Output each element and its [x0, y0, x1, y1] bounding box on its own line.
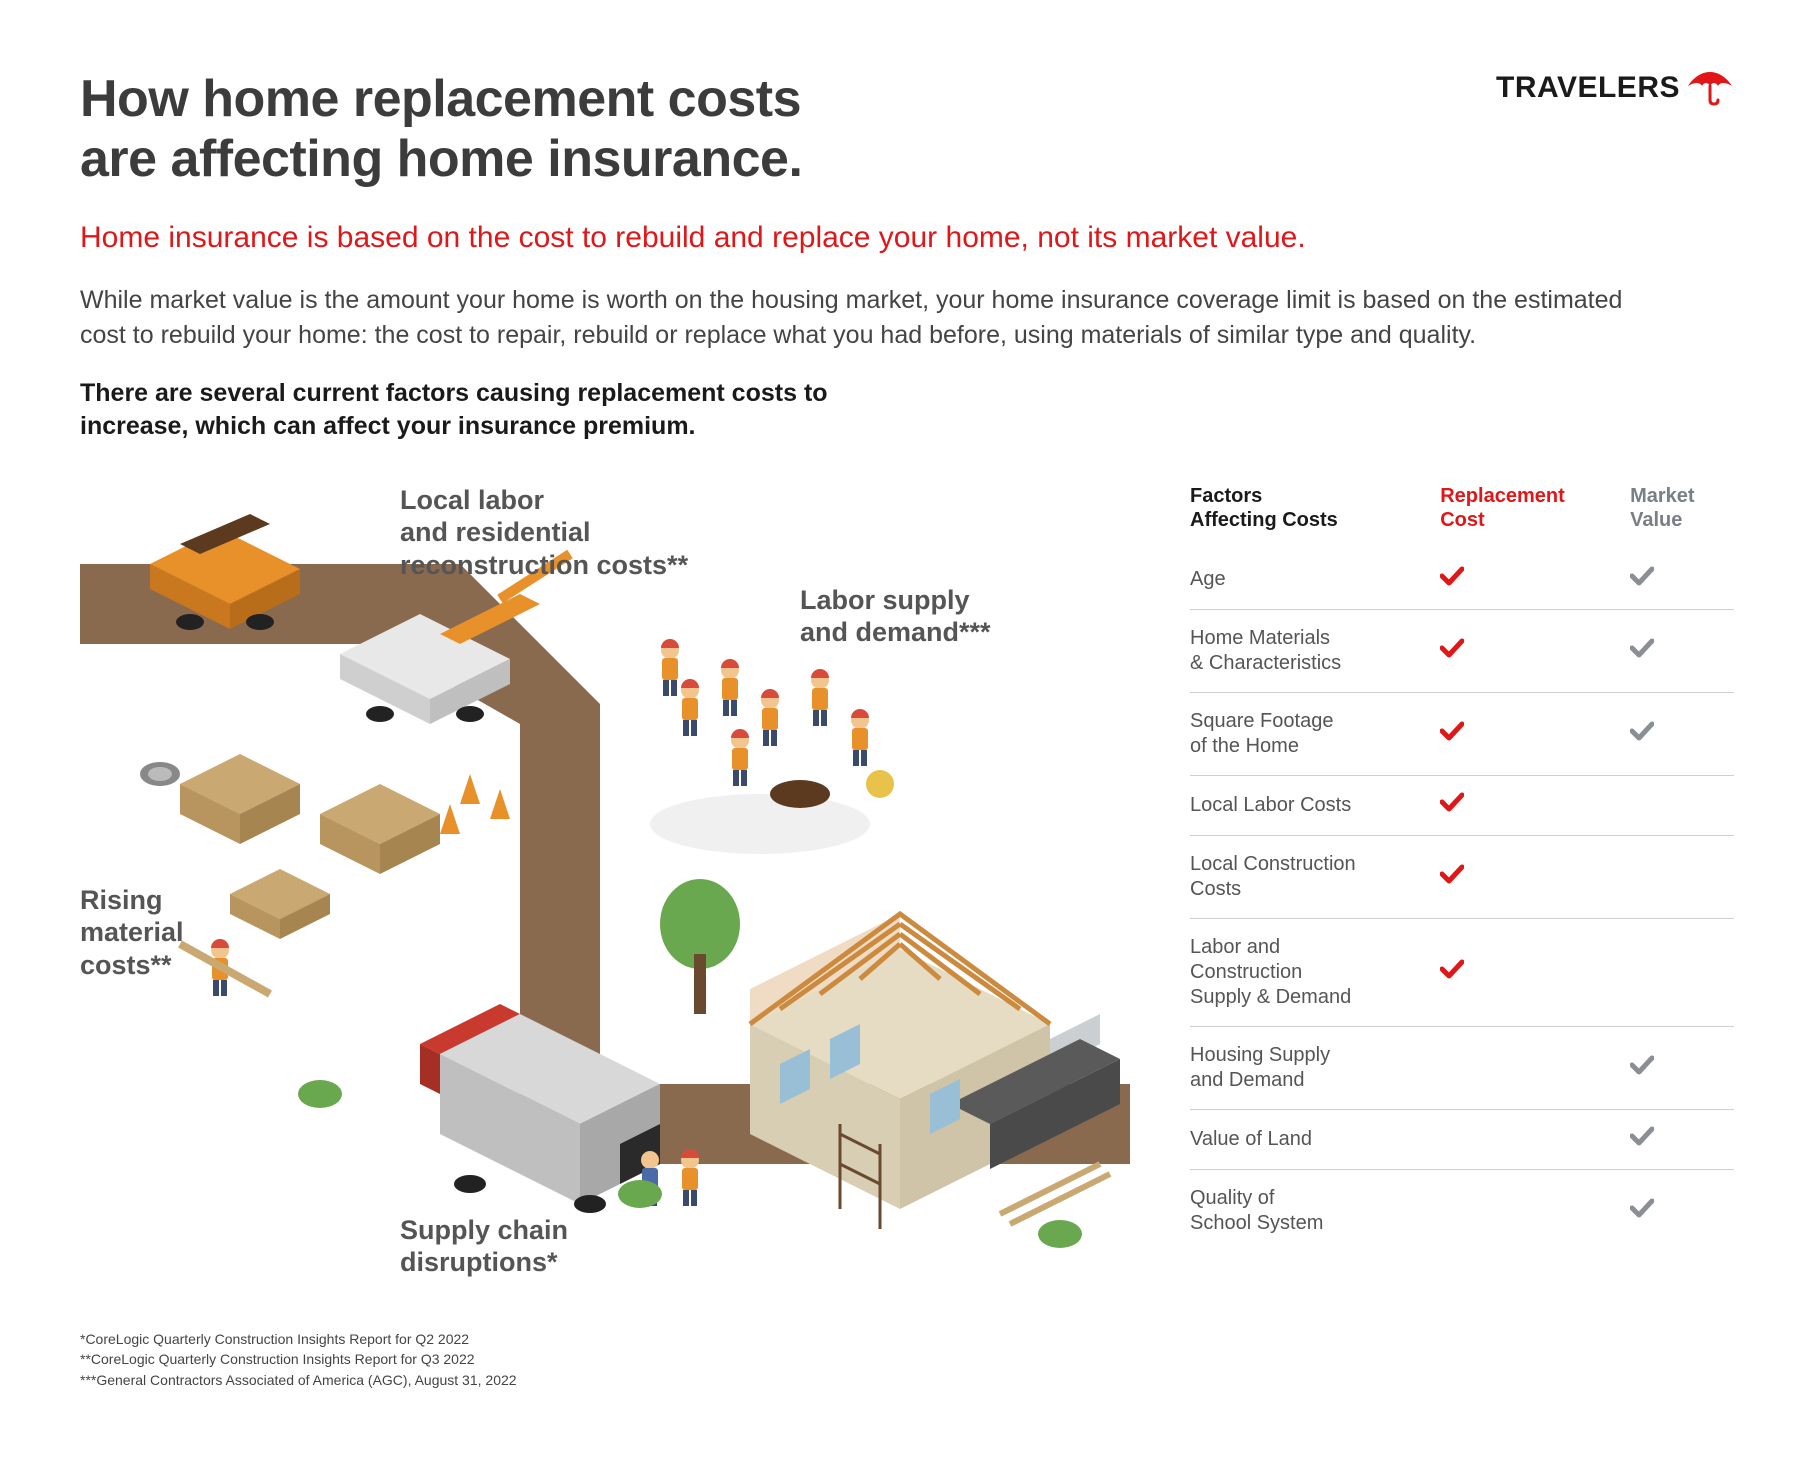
body-paragraph: While market value is the amount your ho… — [80, 283, 1640, 353]
replacement-cell — [1440, 776, 1630, 836]
check-icon — [1630, 1198, 1654, 1218]
market-cell — [1630, 919, 1734, 1027]
table-row: Local Labor Costs — [1190, 776, 1734, 836]
factor-label: Age — [1190, 550, 1440, 610]
caption-local-labor: Local laborand residentialreconstruction… — [400, 484, 688, 581]
umbrella-icon — [1686, 70, 1734, 106]
replacement-cell — [1440, 610, 1630, 693]
check-icon — [1630, 1055, 1654, 1075]
market-cell — [1630, 693, 1734, 776]
replacement-cell — [1440, 836, 1630, 919]
subtitle: Home insurance is based on the cost to r… — [80, 218, 1734, 257]
col-header-replacement: ReplacementCost — [1440, 484, 1630, 550]
caption-labor-supply: Labor supplyand demand*** — [800, 584, 991, 649]
replacement-cell — [1440, 550, 1630, 610]
market-cell — [1630, 1170, 1734, 1253]
check-icon — [1630, 1126, 1654, 1146]
table-row: Housing Supplyand Demand — [1190, 1027, 1734, 1110]
brand-logo: TRAVELERS — [1496, 70, 1734, 106]
factor-label: Value of Land — [1190, 1110, 1440, 1170]
replacement-cell — [1440, 1027, 1630, 1110]
factor-label: Square Footageof the Home — [1190, 693, 1440, 776]
table-row: Quality ofSchool System — [1190, 1170, 1734, 1253]
factors-table-wrap: FactorsAffecting Costs ReplacementCost M… — [1190, 484, 1734, 1252]
factor-label: Housing Supplyand Demand — [1190, 1027, 1440, 1110]
check-icon — [1440, 864, 1464, 884]
caption-rising-materials: Risingmaterialcosts** — [80, 884, 184, 981]
check-icon — [1630, 721, 1654, 741]
bold-paragraph: There are several current factors causin… — [80, 377, 900, 445]
market-cell — [1630, 776, 1734, 836]
check-icon — [1630, 566, 1654, 586]
col-header-factors: FactorsAffecting Costs — [1190, 484, 1440, 550]
check-icon — [1440, 959, 1464, 979]
check-icon — [1440, 638, 1464, 658]
market-cell — [1630, 1110, 1734, 1170]
factors-table: FactorsAffecting Costs ReplacementCost M… — [1190, 484, 1734, 1252]
footnote-1: *CoreLogic Quarterly Construction Insigh… — [80, 1329, 1130, 1349]
table-row: Age — [1190, 550, 1734, 610]
market-cell — [1630, 836, 1734, 919]
col-header-market: MarketValue — [1630, 484, 1734, 550]
header-row: How home replacement costs are affecting… — [80, 70, 1734, 190]
replacement-cell — [1440, 919, 1630, 1027]
market-cell — [1630, 1027, 1734, 1110]
factors-tbody: AgeHome Materials& CharacteristicsSquare… — [1190, 550, 1734, 1252]
replacement-cell — [1440, 1170, 1630, 1253]
content-row: Local laborand residentialreconstruction… — [80, 484, 1734, 1390]
factor-label: Labor andConstructionSupply & Demand — [1190, 919, 1440, 1027]
market-cell — [1630, 550, 1734, 610]
check-icon — [1630, 638, 1654, 658]
title-line1: How home replacement costs — [80, 70, 801, 128]
title-line2: are affecting home insurance. — [80, 130, 802, 188]
replacement-cell — [1440, 693, 1630, 776]
check-icon — [1440, 792, 1464, 812]
caption-supply-chain: Supply chaindisruptions* — [400, 1214, 568, 1279]
logo-text: TRAVELERS — [1496, 71, 1680, 105]
factor-label: Home Materials& Characteristics — [1190, 610, 1440, 693]
check-icon — [1440, 721, 1464, 741]
table-row: Labor andConstructionSupply & Demand — [1190, 919, 1734, 1027]
factor-label: Quality ofSchool System — [1190, 1170, 1440, 1253]
footnote-3: ***General Contractors Associated of Ame… — [80, 1370, 1130, 1390]
table-row: Square Footageof the Home — [1190, 693, 1734, 776]
table-row: Home Materials& Characteristics — [1190, 610, 1734, 693]
table-row: Local ConstructionCosts — [1190, 836, 1734, 919]
title-block: How home replacement costs are affecting… — [80, 70, 802, 190]
footnotes: *CoreLogic Quarterly Construction Insigh… — [80, 1329, 1130, 1390]
replacement-cell — [1440, 1110, 1630, 1170]
footnote-2: **CoreLogic Quarterly Construction Insig… — [80, 1349, 1130, 1369]
market-cell — [1630, 610, 1734, 693]
check-icon — [1440, 566, 1464, 586]
illustration-area: Local laborand residentialreconstruction… — [80, 484, 1130, 1390]
factor-label: Local ConstructionCosts — [1190, 836, 1440, 919]
factor-label: Local Labor Costs — [1190, 776, 1440, 836]
page-title: How home replacement costs are affecting… — [80, 70, 802, 190]
table-row: Value of Land — [1190, 1110, 1734, 1170]
